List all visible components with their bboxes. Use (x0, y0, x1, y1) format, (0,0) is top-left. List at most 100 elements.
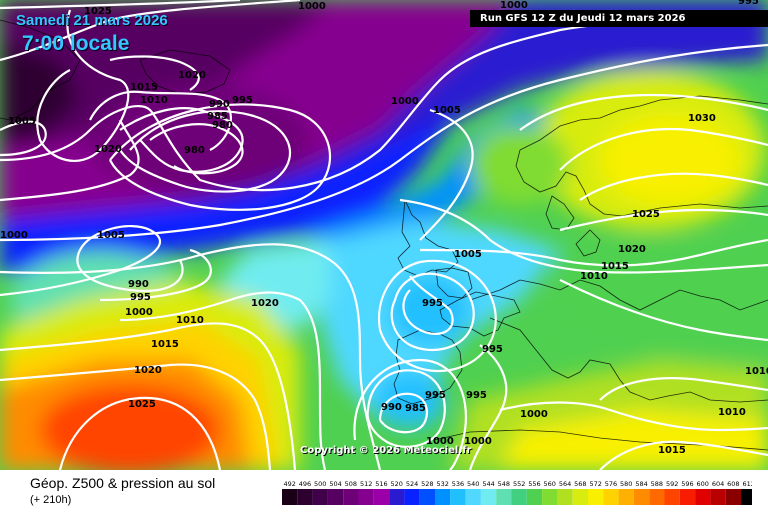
isobar-label: 1010 (718, 407, 746, 418)
isobar-label: 1000 (125, 307, 153, 318)
isobar-label: 1015 (658, 445, 686, 456)
isobar-label: 1010 (580, 271, 608, 282)
isobar-label: 1015 (151, 339, 179, 350)
isobar-labels: 1025 1000 1005 1020 1015 1010 1020 990 9… (0, 0, 768, 456)
scale-swatch (526, 489, 543, 505)
scale-tick-label: 508 (345, 480, 357, 488)
scale-tick-label: 524 (406, 480, 418, 488)
scale-swatch (404, 489, 420, 505)
scale-swatch (312, 489, 328, 505)
scale-swatch (588, 489, 604, 505)
isobar-label: 1000 (391, 96, 419, 107)
map-title: Géop. Z500 & pression au sol (30, 475, 216, 491)
scale-swatch (282, 489, 298, 505)
scale-tick-label: 504 (329, 480, 341, 488)
isobar-label: 990 (381, 402, 402, 413)
scale-swatch (343, 489, 359, 505)
isobar-label: 1030 (688, 113, 716, 124)
isobar-label: 1015 (130, 82, 158, 93)
scale-swatch (725, 489, 741, 505)
scale-swatch (373, 489, 390, 505)
isobar-label: 995 (130, 292, 151, 303)
scale-swatch (327, 489, 344, 505)
scale-tick-label: 512 (360, 480, 372, 488)
isobar-label: 1020 (94, 144, 122, 155)
isobar-label: 1020 (618, 244, 646, 255)
scale-tick-label: 544 (482, 480, 494, 488)
scale-tick-label: 588 (651, 480, 663, 488)
scale-tick-label: 580 (620, 480, 632, 488)
scale-tick-label: 548 (498, 480, 510, 488)
isobar-label: 990 (209, 99, 230, 110)
isobar-label: 1025 (632, 209, 660, 220)
isobar-label: 1000 (298, 1, 326, 12)
valid-time: 7:00 locale (22, 32, 130, 55)
scale-swatch (511, 489, 527, 505)
isobar-label: 1000 (0, 230, 28, 241)
isobar-label: 1005 (97, 230, 125, 241)
isobar-label: 995 (738, 0, 759, 7)
isobar-label: 1020 (251, 298, 279, 309)
scale-swatch (633, 489, 650, 505)
scale-tick-label: 592 (666, 480, 678, 488)
scale-tick-label: 532 (436, 480, 448, 488)
scale-tick-label: 608 (727, 480, 739, 488)
scale-tick-label: 600 (697, 480, 709, 488)
scale-tick-label: 568 (574, 480, 586, 488)
isobar-label: 1000 (464, 436, 492, 447)
scale-swatch (297, 489, 313, 505)
scale-swatch (649, 489, 665, 505)
scale-tick-label: 540 (467, 480, 479, 488)
isobars (0, 0, 768, 470)
isobar-label: 990 (128, 279, 149, 290)
scale-tick-label: 576 (605, 480, 617, 488)
scale-swatch (603, 489, 619, 505)
isobar-label: 995 (422, 298, 443, 309)
isobar-label: 995 (466, 390, 487, 401)
scale-tick-label: 500 (314, 480, 326, 488)
scale-swatch (465, 489, 481, 505)
isobar-label: 980 (212, 120, 233, 131)
isobar-label: 980 (184, 145, 205, 156)
isobar-label: 1025 (84, 6, 112, 17)
scale-swatch (435, 489, 451, 505)
forecast-map: 1025 1000 1005 1020 1015 1010 1020 990 9… (0, 0, 768, 470)
scale-tick-label: 528 (421, 480, 433, 488)
scale-tick-label: 604 (712, 480, 724, 488)
scale-tick-label: 496 (299, 480, 311, 488)
scale-tick-label: 536 (452, 480, 464, 488)
scale-tick-label: 492 (283, 480, 295, 488)
scale-swatch (695, 489, 711, 505)
isobar-label: 1005 (454, 249, 482, 260)
scale-swatch (496, 489, 512, 505)
scale-swatch (710, 489, 726, 505)
color-scale: 492 496 500 504 508 512 516 520 524 528 532 536 540 5… (282, 477, 752, 509)
isobar-label: 985 (405, 403, 426, 414)
scale-tick-label: 564 (559, 480, 571, 488)
isobar-label: 1005 (433, 105, 461, 116)
scale-swatch (664, 489, 680, 505)
scale-swatch (480, 489, 497, 505)
isobar-label: 1005 (8, 116, 36, 127)
scale-tick-label: 516 (375, 480, 387, 488)
scale-tick-label: 584 (635, 480, 647, 488)
isobar-label: 1010 (745, 366, 768, 377)
isobar-label: 1010 (176, 315, 204, 326)
isobar-label: 1010 (140, 95, 168, 106)
isobar-label: 985 (207, 111, 228, 122)
scale-tick-label: 612 (742, 480, 752, 488)
scale-tick-label: 560 (544, 480, 556, 488)
scale-tick-label: 520 (391, 480, 403, 488)
isobar-label: 1015 (601, 261, 629, 272)
scale-tick-label: 572 (589, 480, 601, 488)
scale-tick-label: 596 (681, 480, 693, 488)
isobar-label: 1000 (500, 0, 528, 11)
run-info: Run GFS 12 Z du Jeudi 12 mars 2026 (470, 10, 768, 27)
isobar-label: 1000 (520, 409, 548, 420)
isobar-label: 1020 (178, 70, 206, 81)
scale-swatch (741, 489, 752, 505)
copyright: Copyright © 2026 Meteociel.fr (300, 445, 472, 456)
scale-swatch (358, 489, 374, 505)
scale-tick-label: 556 (528, 480, 540, 488)
scale-swatch (450, 489, 466, 505)
